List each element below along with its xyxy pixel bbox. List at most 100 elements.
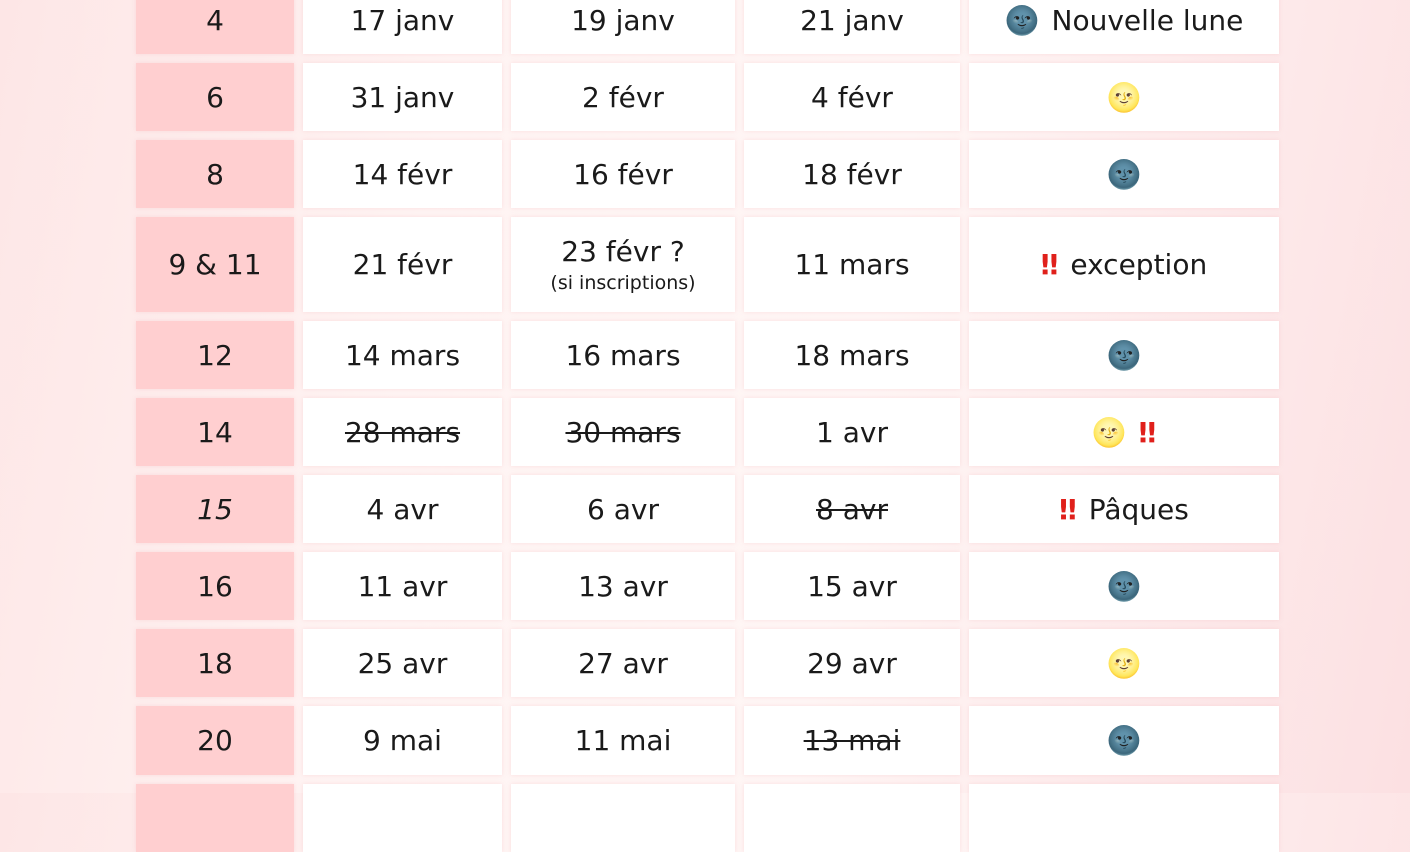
date-cell — [744, 784, 960, 852]
date-text: 30 mars — [565, 415, 681, 449]
week-cell: 6 — [136, 63, 294, 131]
date-text: 1 avr — [816, 415, 888, 449]
week-cell — [136, 784, 294, 852]
date-text: 17 janv — [350, 3, 455, 37]
week-number: 6 — [206, 80, 224, 114]
date-cell: 18 févr — [744, 140, 960, 208]
date-cell: 19 janv — [511, 0, 735, 54]
note-cell: 🌝 ‼ — [969, 398, 1279, 466]
week-cell: 16 — [136, 552, 294, 620]
date-text: 13 mai — [803, 724, 901, 757]
double-exclamation-icon: ‼ — [1138, 415, 1157, 449]
week-number: 18 — [197, 646, 233, 680]
date-text: 11 mai — [574, 724, 672, 757]
new-moon-face-icon: 🌚 — [1106, 569, 1142, 603]
date-cell: 8 avr — [744, 475, 960, 543]
note-cell: 🌚 — [969, 140, 1279, 208]
note-text: Pâques — [1088, 492, 1189, 526]
date-text: 15 avr — [807, 569, 897, 603]
date-cell: 29 avr — [744, 629, 960, 697]
note-cell: ‼ exception — [969, 217, 1279, 312]
date-text: 9 mai — [363, 724, 442, 757]
date-cell: 23 févr ? (si inscriptions) — [511, 217, 735, 312]
note-line: 🌚 — [1107, 158, 1142, 191]
note-text: Nouvelle lune — [1051, 3, 1244, 37]
new-moon-face-icon: 🌚 — [1106, 157, 1142, 191]
date-cell: 11 mai — [511, 706, 735, 775]
full-moon-face-icon: 🌝 — [1091, 415, 1127, 449]
date-cell: 18 mars — [744, 321, 960, 389]
date-cell: 4 avr — [303, 475, 502, 543]
date-text: 11 avr — [357, 569, 448, 603]
date-text: 29 avr — [807, 646, 897, 680]
week-number: 14 — [197, 415, 233, 449]
note-cell — [969, 784, 1279, 852]
date-cell: 31 janv — [303, 63, 502, 131]
date-text: 21 févr — [352, 248, 453, 281]
note-line: 🌝 — [1107, 647, 1142, 680]
note-line: 🌝 — [1107, 81, 1142, 114]
date-text: 14 mars — [344, 338, 461, 372]
date-subnote: (si inscriptions) — [550, 272, 696, 294]
week-cell: 8 — [136, 140, 294, 208]
week-cell: 9 & 11 — [136, 217, 294, 312]
note-line: 🌚 — [1107, 570, 1142, 603]
date-text: 14 févr — [352, 157, 453, 191]
new-moon-face-icon: 🌚 — [1106, 724, 1142, 757]
date-cell: 30 mars — [511, 398, 735, 466]
note-cell: 🌝 — [969, 63, 1279, 131]
week-number: 20 — [197, 724, 233, 757]
date-cell: 17 janv — [303, 0, 502, 54]
note-cell: 🌚 Nouvelle lune — [969, 0, 1279, 54]
week-number: 8 — [206, 157, 224, 191]
date-text: 2 févr — [582, 80, 664, 114]
date-text: 4 févr — [811, 80, 893, 114]
date-text: 27 avr — [578, 646, 668, 680]
date-text: 4 avr — [366, 492, 439, 526]
double-exclamation-icon: ‼ — [1059, 492, 1077, 526]
double-exclamation-icon: ‼ — [1040, 248, 1059, 281]
week-number: 4 — [206, 3, 224, 37]
new-moon-face-icon: 🌚 — [1106, 338, 1142, 372]
week-cell: 4 — [136, 0, 294, 54]
date-text: 23 févr ? — [561, 235, 685, 268]
date-cell — [511, 784, 735, 852]
date-cell: 11 mars — [744, 217, 960, 312]
date-cell: 16 févr — [511, 140, 735, 208]
date-text: 6 avr — [587, 492, 659, 526]
note-line: 🌚 Nouvelle lune — [1005, 4, 1244, 37]
date-text: 18 févr — [802, 157, 902, 191]
date-cell: 4 févr — [744, 63, 960, 131]
week-cell: 12 — [136, 321, 294, 389]
new-moon-face-icon: 🌚 — [1004, 3, 1040, 37]
note-line: ‼ exception — [1041, 248, 1207, 281]
date-cell: 9 mai — [303, 706, 502, 775]
date-cell: 16 mars — [511, 321, 735, 389]
date-cell: 25 avr — [303, 629, 502, 697]
date-cell: 6 avr — [511, 475, 735, 543]
date-text: 13 avr — [578, 569, 668, 603]
date-cell: 28 mars — [303, 398, 502, 466]
week-cell: 18 — [136, 629, 294, 697]
date-text: 21 janv — [800, 3, 904, 37]
date-cell: 1 avr — [744, 398, 960, 466]
date-cell — [303, 784, 502, 852]
date-text: 16 févr — [573, 157, 673, 191]
note-cell: 🌚 — [969, 552, 1279, 620]
note-text: exception — [1070, 248, 1208, 281]
note-cell: 🌝 — [969, 629, 1279, 697]
note-line: 🌝 ‼ — [1092, 416, 1156, 449]
week-number: 15 — [197, 492, 233, 526]
date-text: 28 mars — [344, 415, 461, 449]
note-line: 🌚 — [1107, 339, 1142, 372]
date-text: 16 mars — [565, 338, 681, 372]
week-cell: 15 — [136, 475, 294, 543]
note-cell: 🌚 — [969, 706, 1279, 775]
note-line: ‼ Pâques — [1059, 493, 1189, 526]
date-cell: 14 mars — [303, 321, 502, 389]
date-cell: 27 avr — [511, 629, 735, 697]
date-text: 25 avr — [357, 646, 448, 680]
note-line: 🌚 — [1107, 724, 1142, 757]
full-moon-face-icon: 🌝 — [1106, 80, 1142, 114]
note-cell: ‼ Pâques — [969, 475, 1279, 543]
